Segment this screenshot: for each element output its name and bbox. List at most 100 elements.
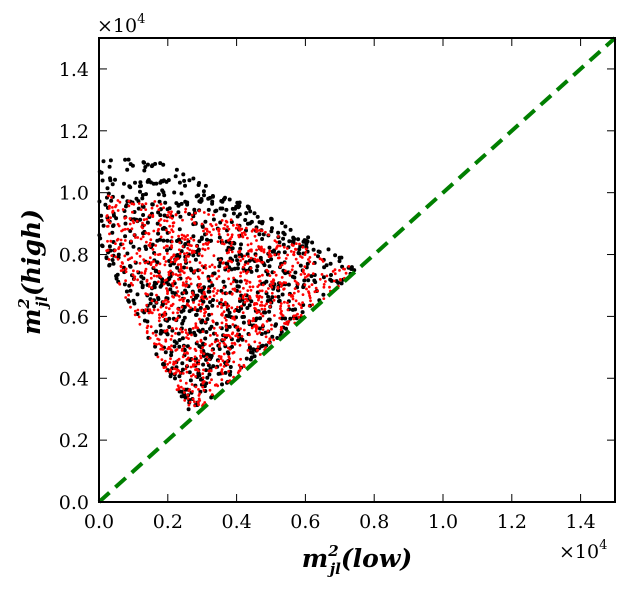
scatter-point-red — [324, 280, 327, 283]
scatter-point-red — [138, 322, 142, 326]
scatter-point-red — [290, 268, 294, 272]
scatter-point-black — [160, 226, 165, 231]
scatter-point-black — [309, 274, 314, 279]
scatter-point-black — [306, 235, 311, 240]
scatter-point-red — [280, 263, 284, 267]
y-axis-title: m2jl(high) — [15, 209, 51, 335]
scatter-point-black — [188, 358, 193, 363]
scatter-point-black — [207, 372, 212, 377]
scatter-point-red — [170, 327, 174, 330]
scatter-point-red — [167, 273, 171, 277]
scatter-point-red — [177, 295, 181, 298]
scatter-point-red — [208, 381, 212, 384]
scatter-point-red — [231, 223, 235, 227]
scatter-point-red — [152, 265, 156, 269]
scatter-point-black — [339, 281, 344, 286]
scatter-point-red — [225, 265, 229, 269]
scatter-point-red — [202, 211, 206, 214]
scatter-point-red — [192, 301, 195, 304]
scatter-point-red — [239, 327, 242, 331]
scatter-point-red — [204, 342, 207, 346]
scatter-point-red — [165, 278, 168, 282]
scatter-point-red — [209, 233, 213, 237]
scatter-point-red — [233, 318, 237, 321]
scatter-point-red — [223, 266, 227, 270]
scatter-point-black — [224, 327, 229, 332]
scatter-point-black — [110, 258, 115, 262]
scatter-point-black — [133, 180, 137, 185]
scatter-point-black — [179, 394, 184, 399]
scatter-point-red — [267, 287, 270, 290]
scatter-point-black — [218, 260, 223, 265]
scatter-point-red — [258, 331, 262, 334]
scatter-point-black — [267, 309, 272, 314]
scatter-point-red — [232, 276, 236, 280]
scatter-point-black — [228, 372, 232, 377]
scatter-point-red — [158, 313, 161, 317]
scatter-point-red — [176, 290, 180, 293]
scatter-point-red — [201, 247, 205, 251]
scatter-point-red — [307, 273, 310, 277]
scatter-point-red — [136, 308, 140, 312]
scatter-point-red — [208, 230, 212, 234]
scatter-point-black — [203, 219, 208, 224]
scatter-point-red — [247, 343, 251, 347]
scatter-point-black — [145, 220, 150, 225]
scatter-point-black — [264, 279, 269, 284]
scatter-point-red — [161, 315, 165, 318]
scatter-point-red — [322, 297, 326, 300]
scatter-point-red — [193, 404, 197, 408]
scatter-point-red — [163, 219, 166, 223]
scatter-point-red — [274, 273, 278, 277]
scatter-point-red — [277, 253, 281, 256]
scatter-point-red — [260, 289, 264, 293]
scatter-point-black — [155, 260, 160, 265]
scatter-point-red — [179, 327, 182, 331]
scatter-point-black — [206, 207, 211, 212]
scatter-point-red — [129, 281, 133, 285]
scatter-point-red — [133, 260, 137, 264]
scatter-point-black — [257, 326, 262, 331]
scatter-point-black — [284, 326, 288, 331]
scatter-point-red — [217, 232, 221, 236]
scatter-point-red — [187, 255, 190, 258]
scatter-point-red — [236, 332, 239, 336]
scatter-point-red — [221, 359, 225, 363]
scatter-point-red — [158, 252, 162, 256]
scatter-point-red — [201, 385, 205, 389]
scatter-point-red — [202, 243, 205, 246]
scatter-point-red — [314, 286, 318, 290]
scatter-point-red — [265, 319, 269, 323]
scatter-point-red — [304, 247, 308, 251]
scatter-point-red — [298, 242, 301, 246]
scatter-point-red — [230, 306, 234, 310]
scatter-point-red — [124, 279, 127, 283]
scatter-point-red — [168, 215, 172, 219]
scatter-point-red — [194, 211, 197, 215]
scatter-point-red — [203, 320, 207, 324]
scatter-point-red — [194, 368, 197, 372]
scatter-point-black — [156, 192, 161, 197]
scatter-point-red — [198, 268, 202, 272]
scatter-point-red — [184, 207, 188, 211]
scatter-point-red — [221, 338, 224, 341]
scatter-point-black — [310, 240, 315, 245]
scatter-point-red — [279, 302, 283, 305]
scatter-point-red — [226, 233, 230, 237]
scatter-point-red — [269, 283, 273, 287]
scatter-point-red — [206, 361, 210, 365]
scatter-point-black — [152, 283, 157, 288]
scatter-point-red — [220, 368, 224, 371]
scatter-point-red — [210, 342, 214, 346]
scatter-point-red — [261, 260, 265, 264]
scatter-point-black — [233, 254, 238, 259]
scatter-point-red — [139, 208, 143, 212]
scatter-point-red — [189, 236, 193, 240]
scatter-point-black — [208, 300, 212, 305]
scatter-point-red — [141, 203, 144, 206]
scatter-point-red — [184, 260, 187, 264]
scatter-point-red — [221, 291, 225, 295]
scatter-point-red — [174, 213, 178, 216]
scatter-point-red — [305, 287, 308, 291]
scatter-point-black — [161, 178, 166, 183]
